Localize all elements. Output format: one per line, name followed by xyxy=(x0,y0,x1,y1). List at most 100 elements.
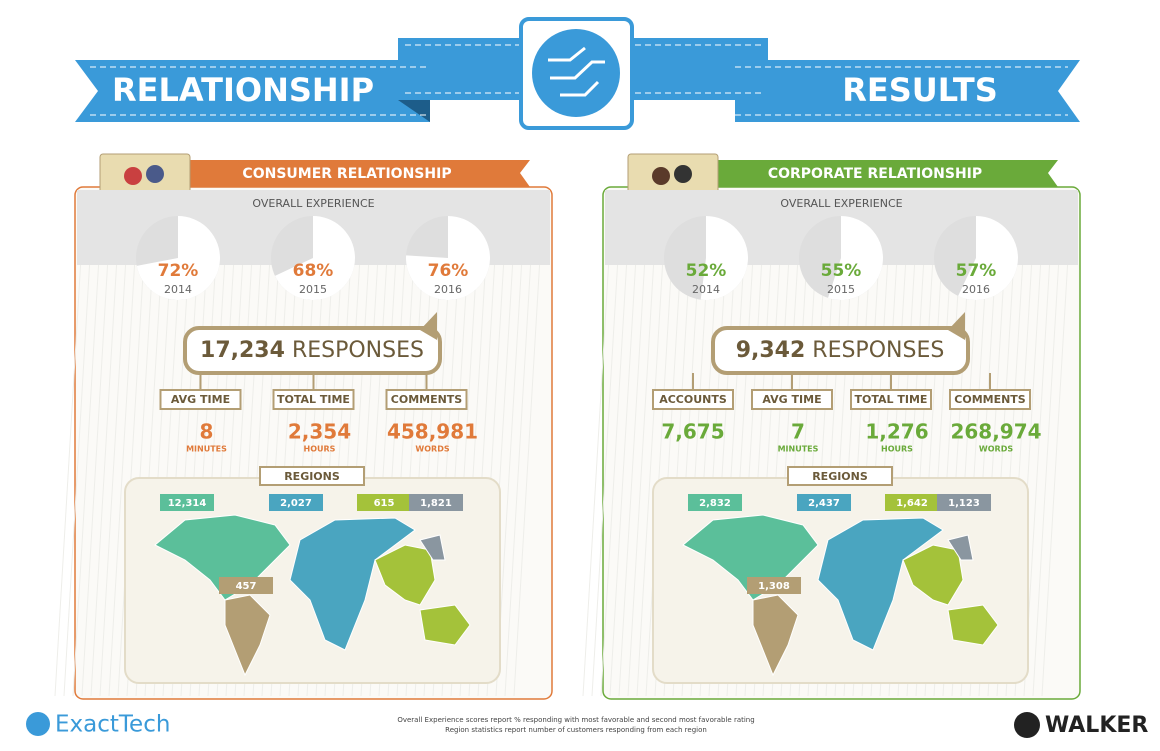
region-label-box xyxy=(357,494,411,511)
pie-value: 57% xyxy=(956,261,997,281)
region-shape xyxy=(289,517,416,651)
region-label-box xyxy=(885,494,939,511)
region-value: 1,308 xyxy=(758,581,790,592)
stat-value: 1,276 xyxy=(865,420,928,444)
region-shape xyxy=(752,594,799,677)
texture xyxy=(108,189,140,697)
texture xyxy=(54,189,86,697)
pie-slice xyxy=(406,216,490,300)
stat-label: ACCOUNTS xyxy=(659,393,727,406)
texture xyxy=(1032,189,1064,697)
pie-value: 72% xyxy=(158,261,199,281)
region-label-box xyxy=(747,577,801,594)
region-label-box xyxy=(688,494,742,511)
region-label-box xyxy=(269,494,323,511)
region-value: 2,832 xyxy=(699,498,731,509)
stat-unit: WORDS xyxy=(415,445,449,454)
responses-tail xyxy=(948,312,965,340)
stat-label: AVG TIME xyxy=(171,393,230,406)
texture xyxy=(72,189,104,697)
person xyxy=(124,167,142,185)
stat-label-box xyxy=(385,389,468,410)
responses-label: RESPONSES xyxy=(292,338,424,363)
region-value: 1,123 xyxy=(948,498,980,509)
left-logo: ExactTech xyxy=(55,712,170,738)
person xyxy=(652,167,670,185)
stat-label-box xyxy=(272,389,355,410)
pie-year: 2014 xyxy=(164,283,192,296)
stat-unit: WORDS xyxy=(979,445,1013,454)
texture xyxy=(1041,189,1073,697)
texture xyxy=(582,189,614,697)
region-shape xyxy=(224,594,271,677)
region-shape xyxy=(947,534,974,561)
stat-label-box xyxy=(949,389,1031,410)
responses-tail xyxy=(420,312,437,340)
texture xyxy=(90,189,122,697)
stat-label: TOTAL TIME xyxy=(277,393,350,406)
region-value: 2,437 xyxy=(808,498,840,509)
walker-icon xyxy=(1014,712,1040,738)
regions-title: REGIONS xyxy=(284,470,340,483)
stat-label-box xyxy=(850,389,932,410)
pie-value: 76% xyxy=(428,261,469,281)
stat-label: COMMENTS xyxy=(391,393,463,406)
region-shape xyxy=(902,544,964,606)
texture xyxy=(618,189,650,697)
stat-label: COMMENTS xyxy=(954,393,1026,406)
responses: 17,234 RESPONSES xyxy=(200,338,424,363)
circuit-lines xyxy=(548,46,605,97)
stat-value: 268,974 xyxy=(950,420,1041,444)
pie-year: 2015 xyxy=(827,283,855,296)
pie-value: 55% xyxy=(821,261,862,281)
stat-label-box xyxy=(159,389,242,410)
pie-slice xyxy=(958,216,1018,300)
responses: 9,342 RESPONSES xyxy=(736,338,945,363)
texture xyxy=(63,189,95,697)
texture xyxy=(513,189,545,697)
stat-value: 8 xyxy=(200,420,214,444)
region-label-box xyxy=(219,577,273,594)
footer-note: Overall Experience scores report % respo… xyxy=(397,716,754,724)
regions-title-box xyxy=(259,466,365,486)
region-label-box xyxy=(409,494,463,511)
responses-label: RESPONSES xyxy=(812,338,944,363)
banner-right xyxy=(735,60,1080,122)
texture xyxy=(81,189,113,697)
pie-year: 2014 xyxy=(692,283,720,296)
stat-value: 7,675 xyxy=(661,420,724,444)
region-label-box xyxy=(160,494,214,511)
texture xyxy=(636,189,668,697)
stat-value: 2,354 xyxy=(288,420,351,444)
stat-unit: HOURS xyxy=(304,445,336,454)
region-label-box xyxy=(797,494,851,511)
region-value: 457 xyxy=(236,581,257,592)
region-shape xyxy=(419,604,471,646)
texture xyxy=(99,189,131,697)
subtitle: OVERALL EXPERIENCE xyxy=(252,197,374,210)
regions-title: REGIONS xyxy=(812,470,868,483)
stat-label-box xyxy=(751,389,833,410)
title-ribbon xyxy=(718,160,1058,187)
texture xyxy=(627,189,659,697)
stat-label: TOTAL TIME xyxy=(855,393,928,406)
banner-left xyxy=(75,60,430,122)
stat-value: 458,981 xyxy=(387,420,478,444)
region-shape xyxy=(374,544,436,606)
region-value: 12,314 xyxy=(168,498,207,509)
panel: CORPORATE RELATIONSHIP OVERALL EXPERIENCE… xyxy=(582,153,1081,700)
pie-slice xyxy=(274,216,355,300)
pie-year: 2015 xyxy=(299,283,327,296)
center-icon xyxy=(532,29,620,117)
stat-unit: HOURS xyxy=(881,445,913,454)
person xyxy=(146,165,164,183)
stat-label: AVG TIME xyxy=(762,393,821,406)
pie-slice xyxy=(136,216,220,301)
pie-value: 52% xyxy=(686,261,727,281)
banner-fold xyxy=(398,100,430,122)
banner-right-text: RESULTS xyxy=(842,71,998,109)
stat-label-box xyxy=(652,389,734,410)
exacttech-icon xyxy=(26,712,50,736)
responses-count: 17,234 xyxy=(200,338,285,363)
